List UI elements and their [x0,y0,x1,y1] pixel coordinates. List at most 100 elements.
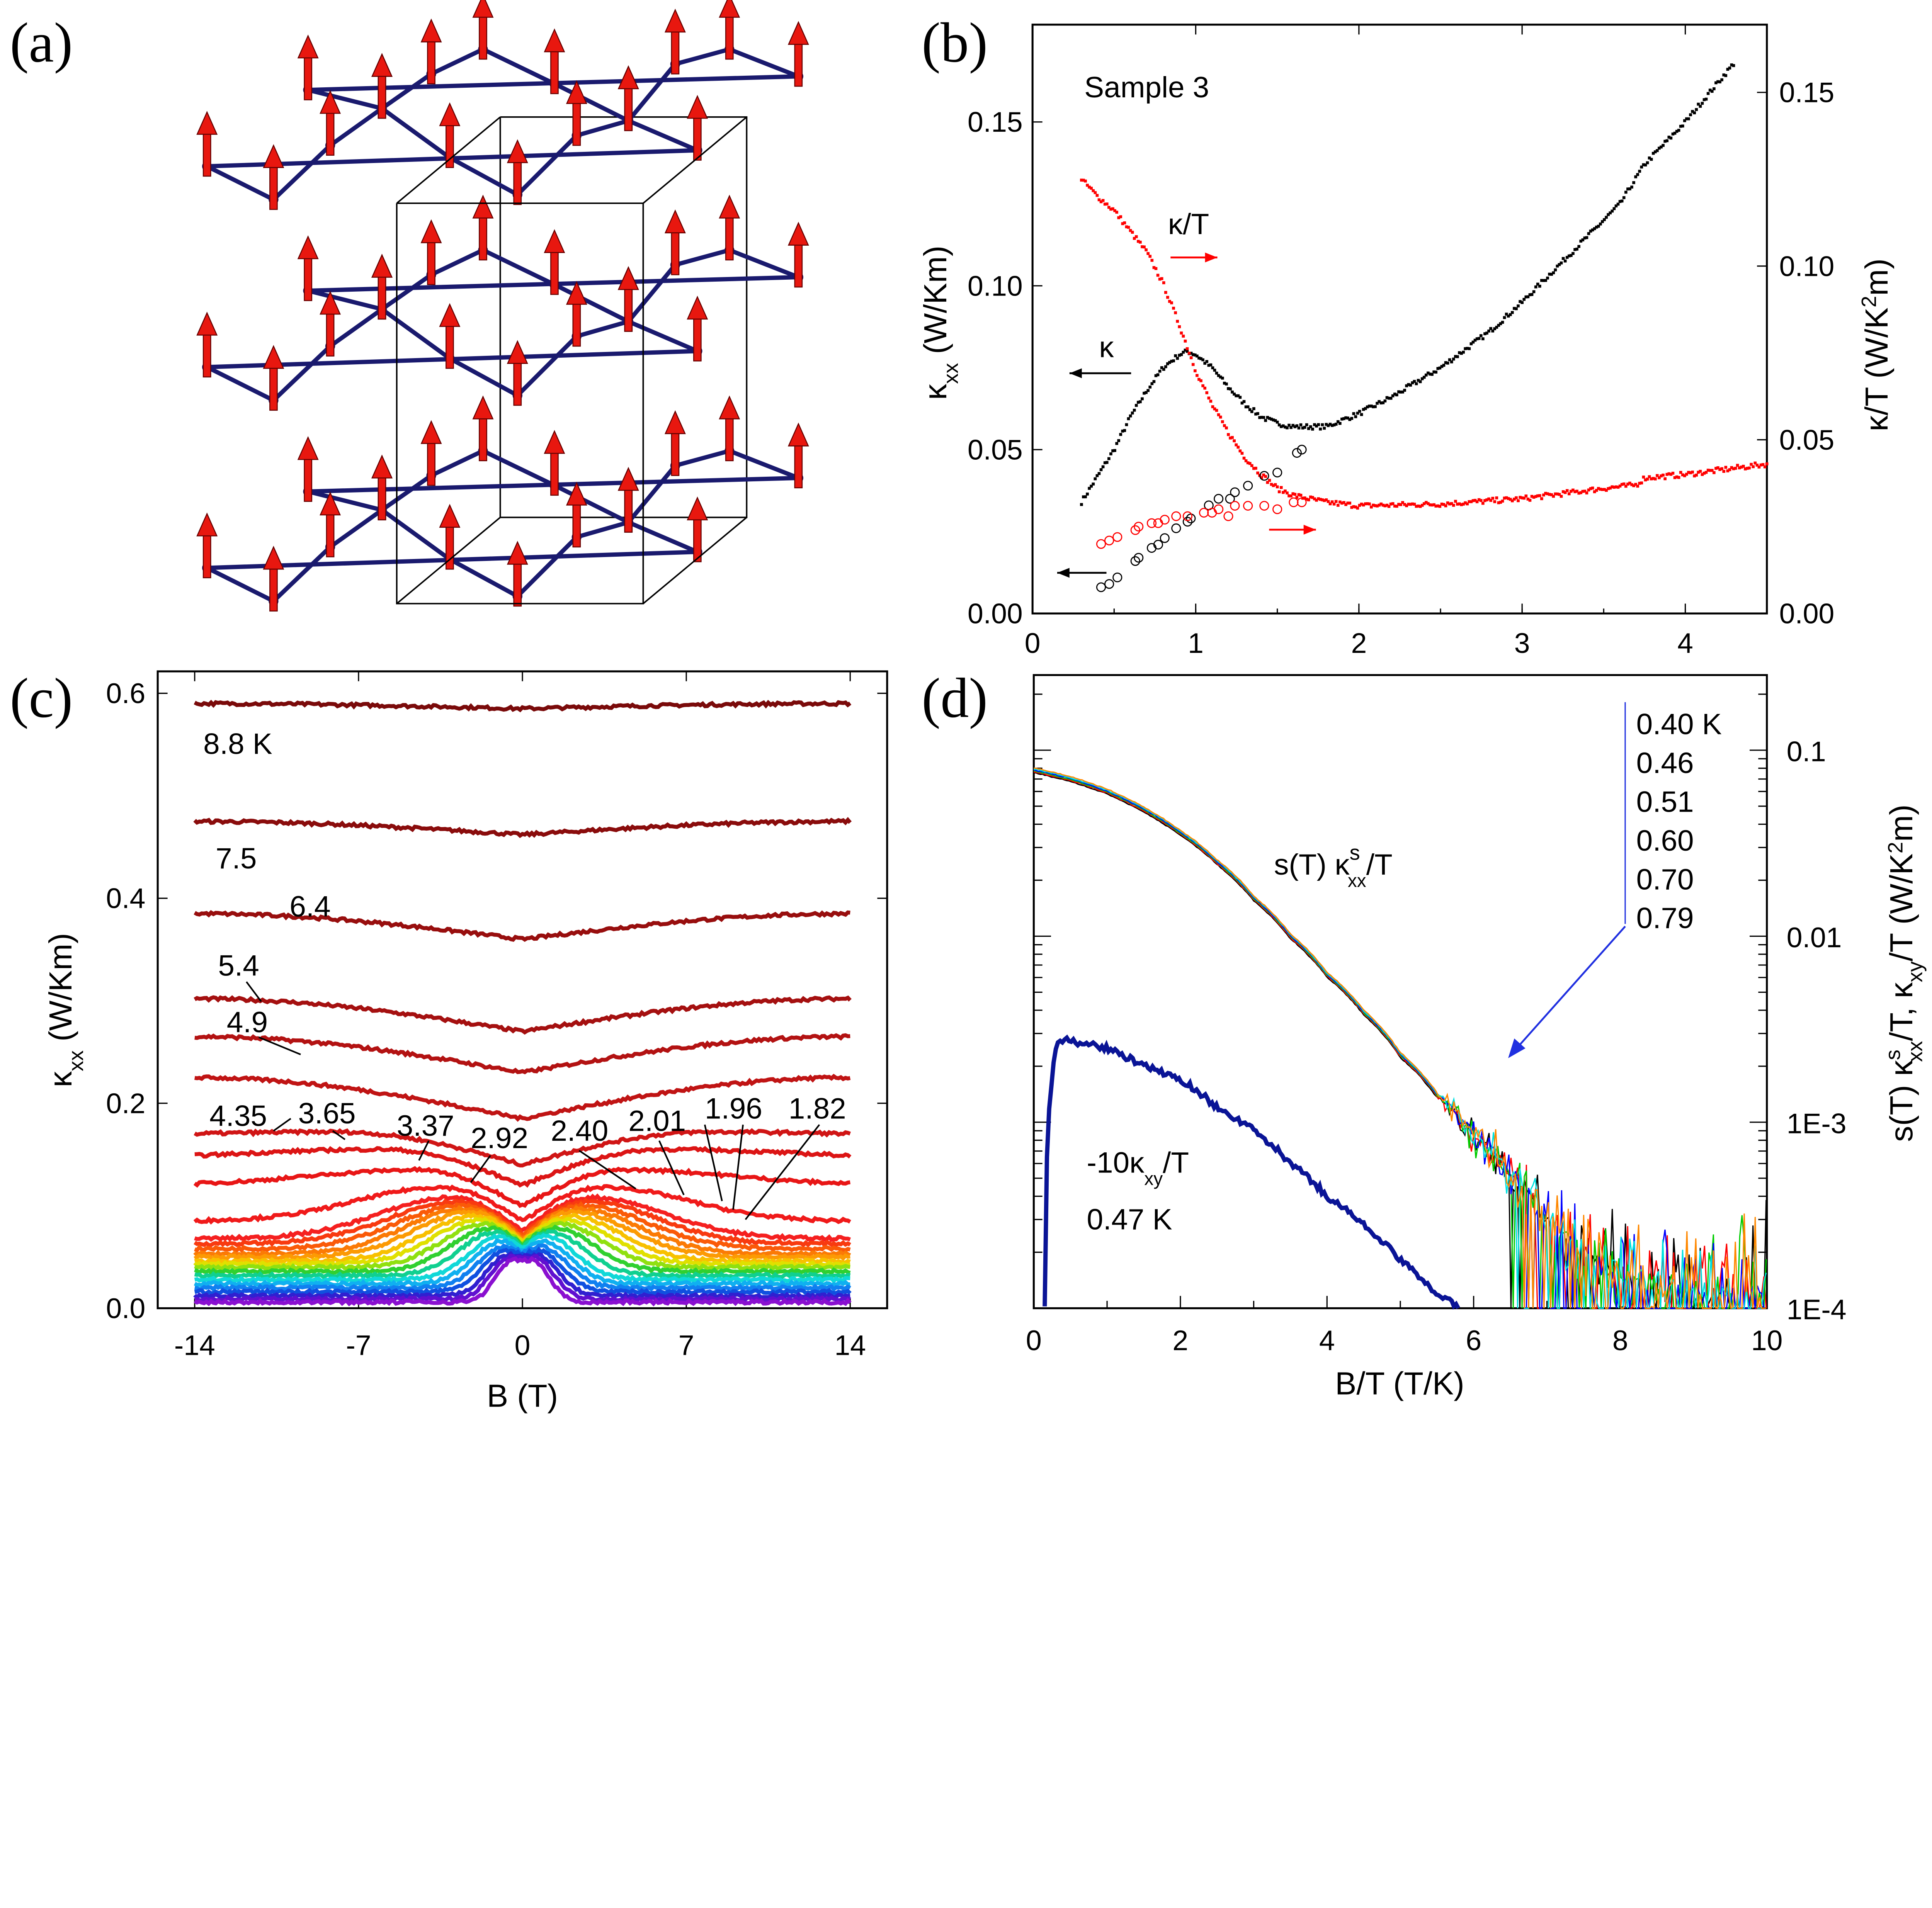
data-point [1214,504,1224,514]
arrow-shaft [446,323,454,369]
arrow-shaft [550,450,559,496]
data-point [1101,199,1105,202]
label-part: -10κ [1087,1147,1145,1179]
data-point [1270,418,1273,421]
arrow-head [664,410,686,434]
data-point [1471,340,1475,344]
arrow-head [1303,525,1316,535]
data-point [1168,300,1171,303]
data-point [1148,386,1152,389]
data-point [1272,418,1275,421]
curve-label: 5.4 [218,950,259,982]
data-point [1129,414,1132,418]
data-point [1158,277,1162,281]
data-point [1368,502,1371,506]
data-point [1644,478,1647,482]
data-point [1667,472,1671,476]
data-point [1593,227,1596,230]
data-point [1632,484,1635,488]
data-point [1289,426,1293,429]
spin-arrow-icon [439,303,461,369]
arrow-head [196,111,218,135]
data-point [1673,131,1677,135]
data-point [1240,401,1244,405]
arrow-head [472,395,494,420]
arrow-head [507,540,528,565]
arrow-head [196,512,218,537]
data-point [1407,383,1410,386]
data-point [1638,170,1641,173]
data-point [1111,449,1114,452]
data-point [1262,416,1265,419]
data-point [1330,500,1334,503]
data-point [1493,500,1497,503]
data-point [1231,390,1234,394]
arrow-shaft [794,242,803,288]
arrow-head [320,90,341,114]
data-point [1399,503,1402,506]
data-point [1669,473,1673,476]
unit-cell-edge [396,116,501,204]
data-point [1248,462,1252,465]
data-point [1342,417,1345,420]
y-tick-label-left: 0.15 [968,106,1023,138]
data-point [1526,498,1530,501]
data-point [1597,487,1600,490]
spin-arrow-icon [297,34,319,100]
data-point [1422,502,1426,505]
data-point [1344,416,1347,420]
data-point [1675,475,1679,479]
label-part: xx [1348,871,1366,891]
data-point [1252,467,1255,470]
data-point [1489,499,1492,502]
data-point [1397,390,1400,393]
arrow-shaft [269,165,278,210]
data-point [1618,484,1622,488]
data-point [1538,284,1541,288]
data-point [1464,347,1467,350]
data-point [1160,277,1163,280]
data-point [1235,394,1238,398]
spin-arrow-icon [566,80,587,146]
data-point [1536,282,1539,286]
data-point [1194,369,1197,372]
data-point [1730,63,1733,66]
data-point [1095,194,1099,197]
label-part: /T, κ [1883,982,1919,1041]
data-point [1381,503,1385,507]
data-point [1121,430,1124,433]
spin-arrow-icon [196,512,218,578]
spin-arrow-icon [787,222,809,288]
spin-arrow-icon [320,291,341,357]
data-point [1614,485,1618,489]
data-point [1092,483,1095,486]
data-point [1579,491,1583,494]
data-point [1158,369,1162,373]
arrow-shaft [550,250,559,295]
data-point [1697,471,1700,474]
spin-arrow-icon [297,235,319,301]
data-point [1522,298,1526,301]
spin-arrow-icon [263,144,284,210]
data-point [1714,467,1718,470]
data-point [1225,382,1228,386]
data-point [1660,145,1663,149]
label-part: (W/Km) [917,246,953,363]
data-point [1462,350,1465,354]
arrow-head [196,311,218,336]
series-3 [1096,445,1307,592]
data-point [1701,473,1704,476]
data-point [1546,492,1549,496]
data-point [1282,491,1285,494]
data-point [1483,332,1486,335]
data-point [1291,492,1295,495]
data-point [1090,187,1093,190]
data-point [1191,353,1195,356]
data-point [1383,399,1387,403]
data-point [1699,105,1702,108]
data-point [1364,407,1367,410]
curve-label: 2.92 [471,1122,528,1155]
arrow-shaft [725,416,734,461]
data-point [1113,449,1116,452]
data-point [1360,503,1363,506]
